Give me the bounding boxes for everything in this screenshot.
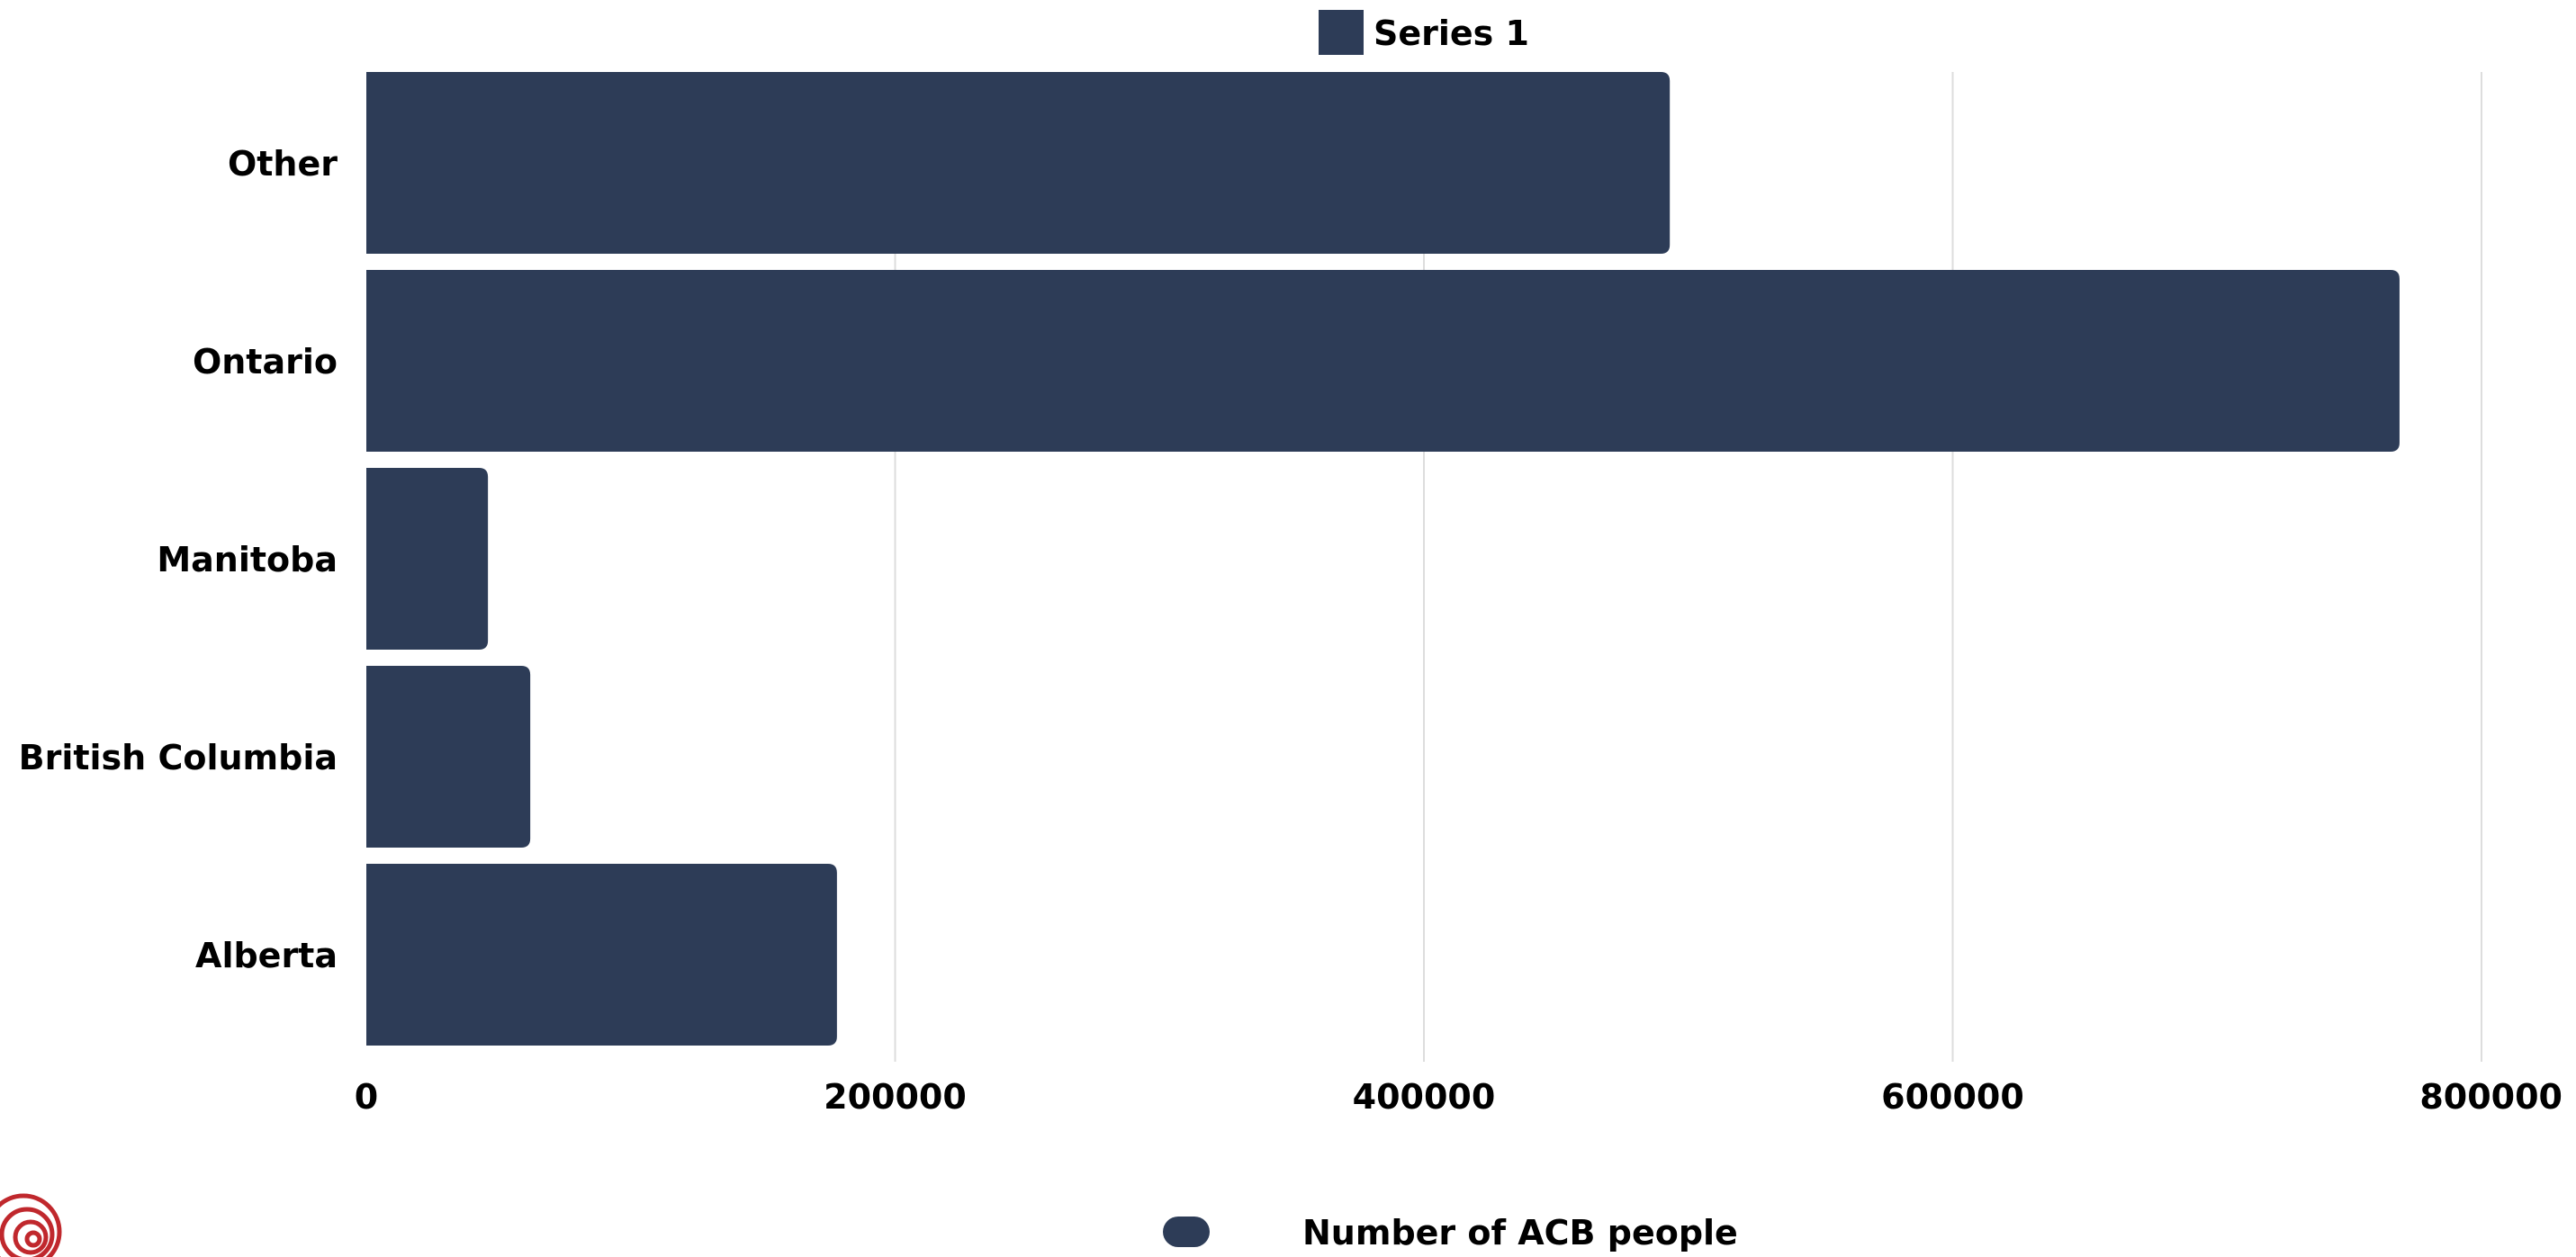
bottom-legend-swatch xyxy=(1163,1217,1210,1247)
category-label: Ontario xyxy=(193,342,338,382)
top-legend: Series 1 xyxy=(1319,10,1529,55)
x-tick-label: 800000 xyxy=(2419,1077,2562,1117)
category-label: British Columbia xyxy=(19,738,338,777)
x-axis-tick-labels: 0 200000 400000 600000 800000 xyxy=(355,1077,2562,1117)
spiral-logo-icon xyxy=(0,1196,59,1257)
category-label: Other xyxy=(228,144,338,184)
bar xyxy=(366,864,837,1046)
bottom-legend-label: Number of ACB people xyxy=(1302,1213,1738,1253)
top-legend-swatch xyxy=(1319,10,1364,55)
top-legend-label: Series 1 xyxy=(1374,13,1529,53)
bottom-legend: Number of ACB people xyxy=(1163,1213,1738,1253)
bar xyxy=(366,72,1670,254)
category-label: Manitoba xyxy=(157,540,338,579)
bar xyxy=(366,666,530,848)
bars xyxy=(366,72,2400,1046)
x-tick-label: 600000 xyxy=(1881,1077,2024,1117)
x-tick-label: 200000 xyxy=(824,1077,967,1117)
bar xyxy=(366,468,488,650)
x-tick-label: 0 xyxy=(355,1077,378,1117)
category-labels: Other Ontario Manitoba British Columbia Albe… xyxy=(19,144,338,975)
bar xyxy=(366,270,2400,452)
category-label: Alberta xyxy=(195,936,338,975)
x-tick-label: 400000 xyxy=(1353,1077,1496,1117)
